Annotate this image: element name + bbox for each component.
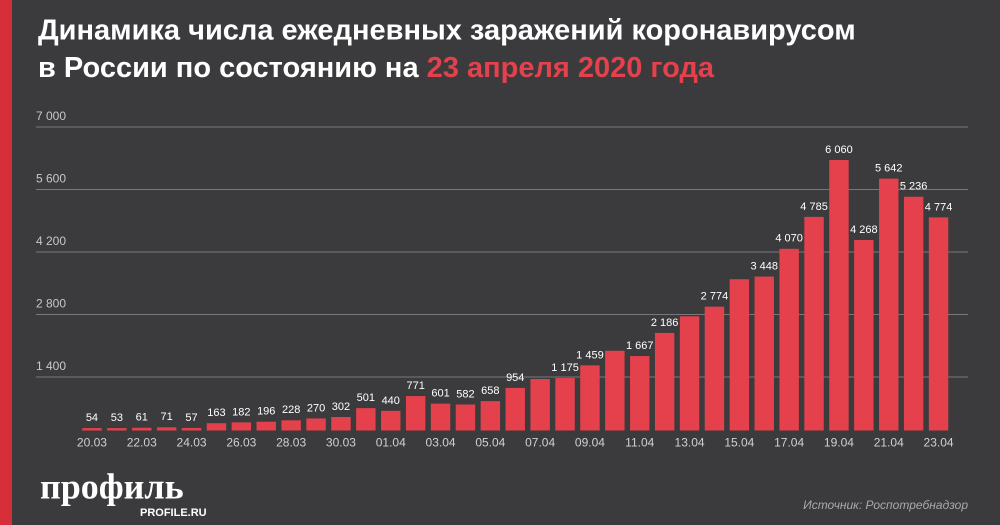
x-tick-label: 28.03 [276,436,306,450]
value-label: 57 [185,412,197,424]
value-label: 270 [307,402,325,414]
value-label: 228 [282,404,300,416]
bar [854,239,874,431]
bar [132,427,152,431]
x-tick-label: 26.03 [226,436,256,450]
x-tick-label: 24.03 [177,436,207,450]
x-tick-label: 15.04 [724,436,754,450]
bar [231,422,252,431]
logo: профиль [40,466,184,506]
value-label: 182 [232,406,250,418]
bar [505,387,525,431]
bar [430,403,451,431]
bar [356,408,376,431]
value-label: 4 268 [850,224,878,236]
value-label: 4 774 [925,201,953,213]
chart-title-highlight: 23 апреля 2020 года [427,52,715,84]
value-label: 5 236 [900,181,928,193]
value-label: 6 060 [825,144,853,156]
value-label: 440 [382,395,400,407]
bar [256,421,276,431]
accent-strip [0,0,12,525]
bar [879,178,899,431]
chart-title: Динамика числа ежедневных заражений коро… [38,15,856,47]
x-tick-label: 13.04 [675,436,705,450]
value-label: 2 186 [651,317,679,329]
value-label: 61 [136,412,148,424]
bar [903,196,924,431]
y-tick-label: 5 600 [36,172,66,186]
value-label: 582 [456,388,474,400]
value-label: 954 [506,372,524,384]
value-label: 501 [357,392,375,404]
value-label: 771 [406,380,424,392]
value-label: 3 448 [750,260,778,272]
bar [156,427,177,431]
x-tick-label: 21.04 [874,436,904,450]
bar [530,378,550,431]
bar [381,410,401,431]
bar [206,423,227,431]
x-tick-label: 03.04 [426,436,456,450]
y-tick-label: 2 800 [36,297,66,311]
bar [804,216,824,431]
bar [605,350,625,431]
bar [455,404,476,431]
bar [107,428,127,431]
logo-site: PROFILE.RU [140,507,207,519]
bar [82,428,102,431]
bar [654,332,675,431]
bar [754,276,774,431]
value-label: 163 [207,407,225,419]
bar [829,159,849,431]
bar [306,418,326,431]
x-tick-label: 11.04 [625,436,654,450]
value-label: 302 [332,401,350,413]
bar [555,378,575,431]
bar [181,427,202,431]
x-tick-label: 09.04 [575,436,605,450]
value-label: 71 [161,411,173,423]
value-label: 1 175 [551,362,579,374]
value-label: 1 459 [576,349,604,361]
chart-title-part: в России по состоянию на [38,52,419,84]
bar [480,401,501,431]
bar [281,420,301,431]
x-tick-label: 07.04 [525,436,555,450]
x-tick-label: 20.03 [77,436,107,450]
bar [779,248,799,431]
x-tick-label: 23.04 [924,436,954,450]
value-label: 4 070 [775,233,803,245]
y-tick-label: 7 000 [36,109,66,123]
x-tick-label: 17.04 [774,436,804,450]
bar [928,217,949,431]
bar [704,306,725,431]
y-tick-label: 1 400 [36,359,66,373]
source: Источник: Роспотребнадзор [803,498,968,512]
value-label: 54 [86,412,98,424]
value-label: 2 774 [701,291,729,303]
bar [331,417,351,431]
bar [405,396,426,431]
value-label: 4 785 [800,201,828,213]
x-tick-label: 30.03 [326,436,356,450]
value-label: 1 667 [626,340,654,352]
x-tick-label: 01.04 [376,436,406,450]
bar [630,356,650,431]
x-tick-label: 05.04 [475,436,505,450]
value-label: 658 [481,385,499,397]
bar [679,316,700,431]
x-tick-label: 19.04 [824,436,854,450]
chart-title: в России по состоянию на 23 апреля 2020 … [38,52,715,84]
bar [580,365,600,431]
x-tick-label: 22.03 [127,436,157,450]
y-tick-label: 4 200 [36,234,66,248]
value-label: 53 [111,412,123,424]
value-label: 601 [431,388,449,400]
value-label: 5 642 [875,163,903,175]
bar [729,279,750,431]
value-label: 196 [257,406,275,418]
